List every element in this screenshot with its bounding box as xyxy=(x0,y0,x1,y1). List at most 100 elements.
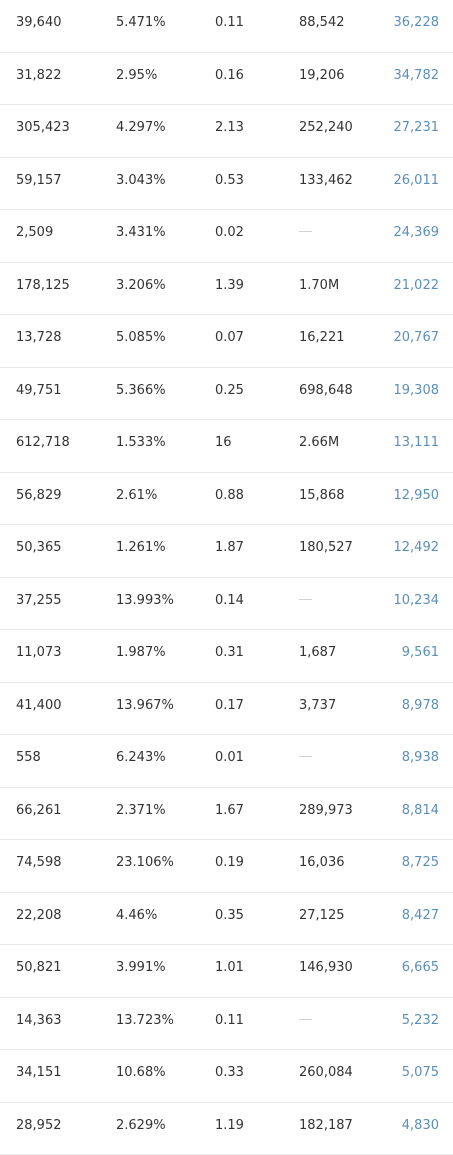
table-cell-c5[interactable]: 12,950 xyxy=(393,487,440,503)
table-row: 41,400 13.967% 0.17 3,737 8,978 xyxy=(0,683,453,735)
table-cell-c5[interactable]: 5,075 xyxy=(401,1065,439,1080)
table-cell-c5[interactable]: 9,561 xyxy=(401,645,439,660)
table-cell-c4: 252,240 xyxy=(299,120,353,135)
table-cell-c3: 0.33 xyxy=(215,1065,244,1080)
table-cell-c2: 5.366% xyxy=(116,382,166,398)
table-row: 31,822 2.95% 0.16 19,206 34,782 xyxy=(0,53,453,105)
table-cell-c5[interactable]: 8,978 xyxy=(401,697,439,713)
table-cell-c5[interactable]: 5,232 xyxy=(401,1012,439,1028)
table-cell-c4: 16,221 xyxy=(299,330,345,345)
table-row: 39,640 5.471% 0.11 88,542 36,228 xyxy=(0,0,453,53)
table-cell-c2: 23.106% xyxy=(116,855,174,870)
table-cell-c5[interactable]: 6,665 xyxy=(401,960,439,975)
table-cell-c2: 4.46% xyxy=(116,907,158,923)
table-cell-c5[interactable]: 8,725 xyxy=(401,855,439,870)
table-cell-c3: 0.11 xyxy=(215,1012,244,1028)
table-cell-c3: 0.35 xyxy=(215,907,244,923)
table-cell-c5[interactable]: 26,011 xyxy=(393,172,440,188)
table-cell-c2: 6.243% xyxy=(116,750,166,765)
table-cell-c1: 612,718 xyxy=(16,435,70,450)
table-cell-c4: 260,084 xyxy=(299,1065,353,1080)
table-cell-c3: 1.19 xyxy=(215,1117,244,1133)
table-cell-c5[interactable]: 34,782 xyxy=(393,67,440,83)
table-cell-c3: 0.88 xyxy=(215,487,244,503)
table-cell-c2: 13.967% xyxy=(116,697,174,713)
table-cell-c1: 22,208 xyxy=(16,907,62,923)
table-cell-c4: 19,206 xyxy=(299,67,345,83)
table-cell-c2: 3.206% xyxy=(116,277,166,293)
table-cell-c2: 1.533% xyxy=(116,435,166,450)
table-cell-c4: 146,930 xyxy=(299,960,353,975)
table-cell-c1: 2,509 xyxy=(16,225,54,240)
table-row: 56,829 2.61% 0.88 15,868 12,950 xyxy=(0,473,453,525)
table-cell-c5[interactable]: 27,231 xyxy=(393,120,440,135)
table-cell-c5[interactable]: 13,111 xyxy=(393,435,440,450)
table-cell-c4: 182,187 xyxy=(299,1117,353,1133)
table-cell-c5[interactable]: 8,427 xyxy=(401,907,439,923)
table-cell-c2: 2.371% xyxy=(116,802,166,818)
table-cell-c3: 0.16 xyxy=(215,67,244,83)
table-cell-c1: 11,073 xyxy=(16,645,62,660)
table-cell-c1: 74,598 xyxy=(16,855,62,870)
table-cell-c4 xyxy=(299,578,312,624)
table-cell-c5[interactable]: 19,308 xyxy=(393,382,440,398)
table-cell-c1: 558 xyxy=(16,750,41,765)
table-row: 305,423 4.297% 2.13 252,240 27,231 xyxy=(0,105,453,158)
table-row: 74,598 23.106% 0.19 16,036 8,725 xyxy=(0,840,453,893)
table-cell-c3: 0.14 xyxy=(215,592,244,608)
table-row: 178,125 3.206% 1.39 1.70M 21,022 xyxy=(0,263,453,315)
empty-value-dash xyxy=(299,756,312,757)
table-cell-c4: 698,648 xyxy=(299,382,353,398)
table-cell-c1: 28,952 xyxy=(16,1117,62,1133)
table-cell-c2: 2.629% xyxy=(116,1117,166,1133)
table-cell-c5[interactable]: 36,228 xyxy=(393,15,440,30)
table-cell-c1: 305,423 xyxy=(16,120,70,135)
table-row: 59,157 3.043% 0.53 133,462 26,011 xyxy=(0,158,453,210)
table-cell-c3: 1.01 xyxy=(215,960,244,975)
table-row: 37,255 13.993% 0.14 10,234 xyxy=(0,578,453,630)
table-cell-c4: 289,973 xyxy=(299,802,353,818)
table-cell-c1: 41,400 xyxy=(16,697,62,713)
table-cell-c5[interactable]: 20,767 xyxy=(393,330,440,345)
table-row: 22,208 4.46% 0.35 27,125 8,427 xyxy=(0,893,453,945)
table-cell-c5[interactable]: 21,022 xyxy=(393,277,440,293)
table-cell-c4: 180,527 xyxy=(299,540,353,555)
table-cell-c1: 50,365 xyxy=(16,540,62,555)
table-cell-c1: 59,157 xyxy=(16,172,62,188)
table-cell-c2: 3.431% xyxy=(116,225,166,240)
empty-value-dash xyxy=(299,231,312,232)
table-cell-c4: 27,125 xyxy=(299,907,345,923)
table-cell-c1: 37,255 xyxy=(16,592,62,608)
table-row: 66,261 2.371% 1.67 289,973 8,814 xyxy=(0,788,453,840)
empty-value-dash xyxy=(299,598,312,600)
table-row: 612,718 1.533% 16 2.66M 13,111 xyxy=(0,420,453,473)
table-cell-c5[interactable]: 8,814 xyxy=(401,802,439,818)
table-cell-c1: 34,151 xyxy=(16,1065,62,1080)
table-cell-c3: 0.25 xyxy=(215,382,244,398)
table-cell-c5[interactable]: 12,492 xyxy=(393,540,440,555)
table-cell-c5[interactable]: 10,234 xyxy=(393,592,440,608)
table-cell-c2: 1.987% xyxy=(116,645,166,660)
table-cell-c1: 49,751 xyxy=(16,382,62,398)
table-cell-c3: 0.31 xyxy=(215,645,244,660)
table-cell-c1: 50,821 xyxy=(16,960,62,975)
table-row: 13,728 5.085% 0.07 16,221 20,767 xyxy=(0,315,453,368)
table-cell-c5[interactable]: 8,938 xyxy=(401,750,439,765)
table-cell-c2: 5.471% xyxy=(116,15,166,30)
table-cell-c1: 31,822 xyxy=(16,67,62,83)
table-row: 28,952 2.629% 1.19 182,187 4,830 xyxy=(0,1103,453,1155)
table-cell-c3: 0.02 xyxy=(215,225,244,240)
table-cell-c5[interactable]: 4,830 xyxy=(401,1117,439,1133)
table-cell-c3: 1.67 xyxy=(215,802,244,818)
table-cell-c3: 1.39 xyxy=(215,277,244,293)
table-cell-c3: 0.01 xyxy=(215,750,244,765)
table-cell-c2: 3.043% xyxy=(116,172,166,188)
table-cell-c3: 0.07 xyxy=(215,330,244,345)
table-cell-c2: 1.261% xyxy=(116,540,166,555)
table-cell-c3: 0.19 xyxy=(215,855,244,870)
table-row: 11,073 1.987% 0.31 1,687 9,561 xyxy=(0,630,453,683)
table-cell-c2: 10.68% xyxy=(116,1065,166,1080)
table-cell-c4: 15,868 xyxy=(299,487,345,503)
table-cell-c5[interactable]: 24,369 xyxy=(393,225,440,240)
